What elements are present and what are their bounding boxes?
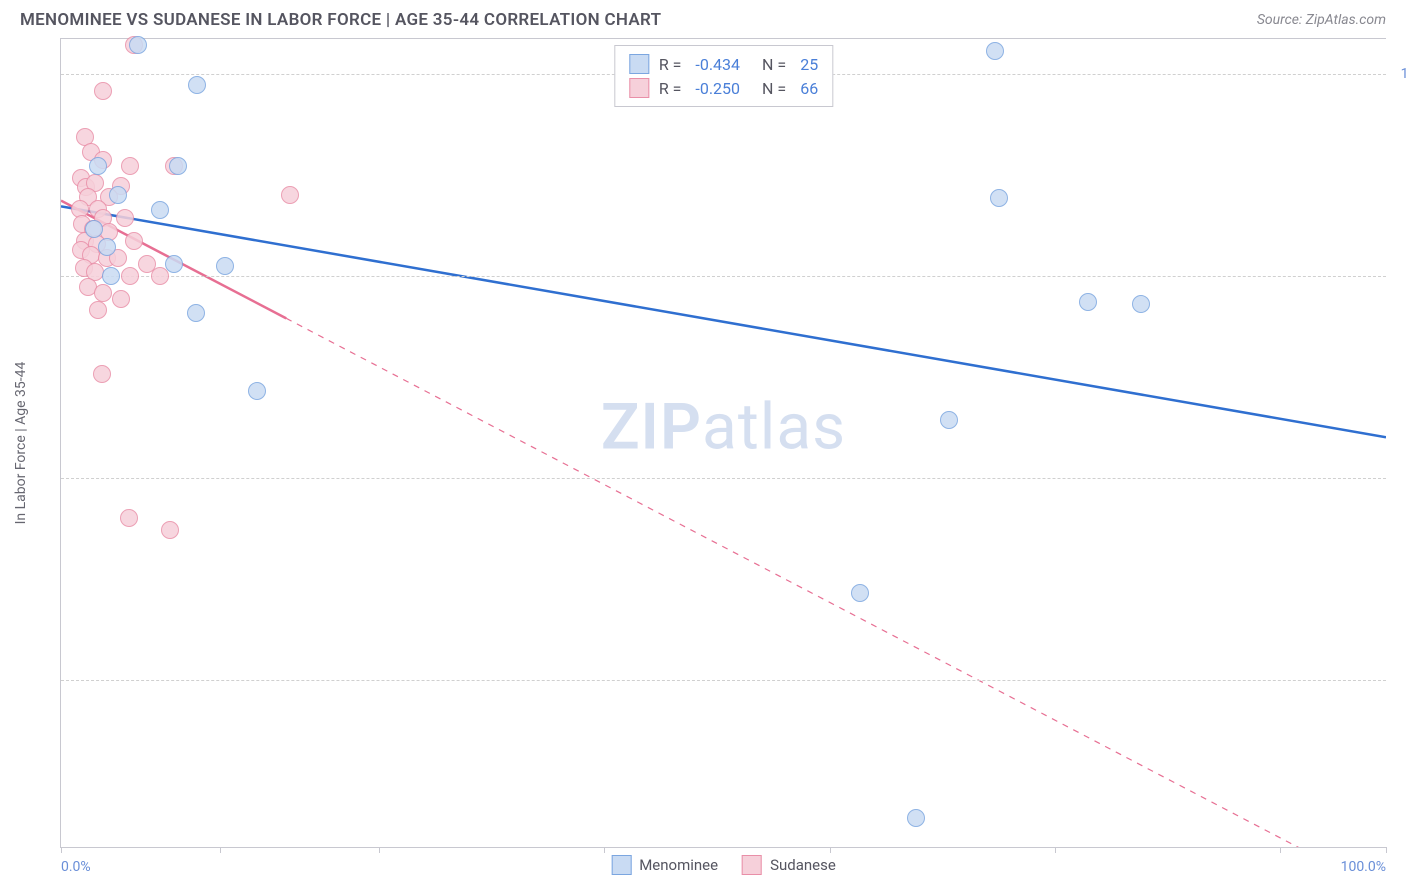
data-point <box>102 267 120 285</box>
correlation-legend: R = -0.434 N = 25 R = -0.250 N = 66 <box>614 45 833 107</box>
x-tick <box>830 847 831 853</box>
data-point <box>89 301 107 319</box>
data-point <box>907 809 925 827</box>
legend-swatch <box>742 855 762 875</box>
data-point <box>125 232 143 250</box>
legend-swatch <box>611 855 631 875</box>
data-point <box>112 290 130 308</box>
x-tick <box>220 847 221 853</box>
r-label: R = <box>659 79 682 98</box>
data-point <box>216 257 234 275</box>
x-tick-label: 100.0% <box>1341 859 1386 875</box>
data-point <box>851 584 869 602</box>
n-label: N = <box>762 79 786 98</box>
data-point <box>169 157 187 175</box>
x-tick <box>379 847 380 853</box>
n-label: N = <box>762 55 786 74</box>
y-axis-label: In Labor Force | Age 35-44 <box>13 362 29 525</box>
data-point <box>109 186 127 204</box>
data-point <box>165 255 183 273</box>
data-point <box>187 304 205 322</box>
plot-area: ZIPatlas 47.5%65.0%82.5%100.0%0.0%100.0% <box>61 39 1386 847</box>
data-point <box>94 82 112 100</box>
x-tick <box>61 847 62 853</box>
data-point <box>986 42 1004 60</box>
data-point <box>151 201 169 219</box>
x-tick <box>604 847 605 853</box>
x-tick <box>1055 847 1056 853</box>
y-tick-label: 100.0% <box>1401 66 1406 82</box>
data-point <box>85 220 103 238</box>
data-point <box>161 521 179 539</box>
data-point <box>188 76 206 94</box>
data-point <box>990 189 1008 207</box>
x-tick <box>1280 847 1281 853</box>
legend-swatch <box>629 54 649 74</box>
gridline <box>61 276 1386 277</box>
data-point <box>94 284 112 302</box>
r-label: R = <box>659 55 682 74</box>
legend-item: Sudanese <box>742 855 836 875</box>
data-point <box>1132 295 1150 313</box>
source-attribution: Source: ZipAtlas.com <box>1257 12 1386 28</box>
data-point <box>121 157 139 175</box>
data-point <box>1079 293 1097 311</box>
legend-label: Menominee <box>639 856 718 874</box>
chart-header: MENOMINEE VS SUDANESE IN LABOR FORCE | A… <box>0 0 1406 38</box>
chart-title: MENOMINEE VS SUDANESE IN LABOR FORCE | A… <box>20 10 661 30</box>
chart-container: In Labor Force | Age 35-44 ZIPatlas 47.5… <box>60 38 1386 848</box>
data-point <box>116 209 134 227</box>
data-point <box>98 238 116 256</box>
x-tick <box>1386 847 1387 853</box>
legend-label: Sudanese <box>770 856 836 874</box>
trend-lines <box>61 39 1386 847</box>
gridline <box>61 478 1386 479</box>
r-value: -0.250 <box>695 79 740 98</box>
series-legend: Menominee Sudanese <box>611 855 836 875</box>
data-point <box>121 267 139 285</box>
r-value: -0.434 <box>695 55 740 74</box>
data-point <box>248 382 266 400</box>
legend-item: Menominee <box>611 855 718 875</box>
n-value: 25 <box>800 55 818 74</box>
watermark: ZIPatlas <box>601 389 846 464</box>
x-tick-label: 0.0% <box>61 859 91 875</box>
data-point <box>281 186 299 204</box>
correlation-row: R = -0.250 N = 66 <box>629 76 818 100</box>
data-point <box>120 509 138 527</box>
data-point <box>129 36 147 54</box>
n-value: 66 <box>800 79 818 98</box>
data-point <box>940 411 958 429</box>
data-point <box>89 157 107 175</box>
gridline <box>61 680 1386 681</box>
legend-swatch <box>629 78 649 98</box>
correlation-row: R = -0.434 N = 25 <box>629 52 818 76</box>
data-point <box>93 365 111 383</box>
